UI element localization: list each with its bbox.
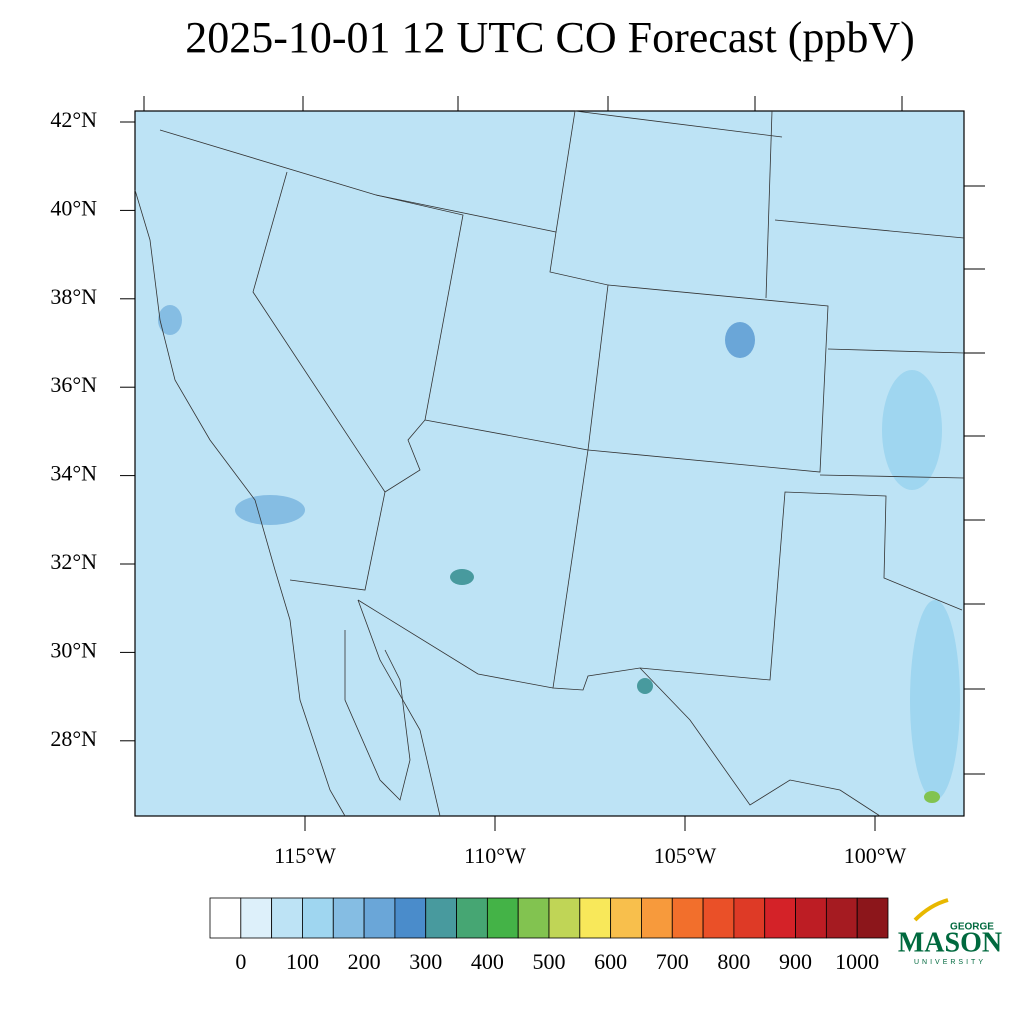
lat-label: 28°N: [50, 726, 97, 751]
colorbar-box: [671, 897, 704, 939]
logo-top: GEORGE: [950, 922, 994, 933]
colorbar-label: 400: [471, 949, 504, 974]
co-region: [924, 791, 940, 803]
colorbar-box: [856, 897, 889, 939]
colorbar-box: [394, 897, 427, 939]
lat-label: 40°N: [50, 195, 97, 220]
co-region: [637, 678, 653, 694]
colorbar-label: 700: [656, 949, 689, 974]
colorbar-box: [456, 897, 488, 939]
colorbar-box: [363, 897, 396, 939]
title: 2025-10-01 12 UTC CO Forecast (ppbV): [185, 13, 915, 62]
colorbar-label: 800: [717, 949, 750, 974]
map-frame: [134, 110, 965, 817]
lat-label: 36°N: [50, 372, 97, 397]
colorbar-label: 500: [533, 949, 566, 974]
lon-label: 100°W: [844, 843, 907, 868]
colorbar-label: 300: [409, 949, 442, 974]
co-region: [725, 322, 755, 358]
colorbar-box: [548, 897, 581, 939]
logo-bottom: UNIVERSITY: [914, 959, 986, 966]
colorbar-box: [240, 897, 273, 939]
colorbar-label: 1000: [835, 949, 879, 974]
lat-label: 38°N: [50, 284, 97, 309]
colorbar-box: [825, 897, 858, 939]
colorbar-box: [209, 897, 242, 939]
lon-label: 110°W: [464, 843, 526, 868]
co-region: [882, 370, 942, 490]
colorbar-box: [764, 897, 796, 939]
lat-label: 42°N: [50, 107, 97, 132]
colorbar-label: 100: [286, 949, 319, 974]
colorbar-box: [425, 897, 457, 939]
co-region: [158, 305, 182, 335]
colorbar-box: [795, 897, 827, 939]
lat-label: 32°N: [50, 549, 97, 574]
colorbar-box: [271, 897, 303, 939]
lat-label: 34°N: [50, 461, 97, 486]
borders: [134, 110, 965, 817]
colorbar-box: [702, 897, 735, 939]
colorbar-label: 600: [594, 949, 627, 974]
colorbar-box: [486, 897, 519, 939]
colorbar-box: [610, 897, 642, 939]
colorbar-label: 900: [779, 949, 812, 974]
lon-label: 105°W: [654, 843, 717, 868]
frame-ticks: [143, 96, 985, 775]
lat-label: 30°N: [50, 637, 97, 662]
colorbar-box: [579, 897, 612, 939]
lon-label: 115°W: [274, 843, 336, 868]
colorbar-box: [641, 897, 673, 939]
logo: GEORGE MASON UNIVERSITY: [898, 898, 1002, 966]
colorbar-box: [302, 897, 334, 939]
co-region: [910, 600, 960, 800]
co-region: [235, 495, 305, 525]
map: [134, 96, 985, 817]
colorbar-label: 200: [348, 949, 381, 974]
colorbar-box: [733, 897, 766, 939]
colorbar-box: [332, 897, 365, 939]
co-region: [450, 569, 474, 585]
logo-main: MASON: [898, 927, 1002, 958]
colorbar-label: 0: [235, 949, 246, 974]
colorbar-box: [517, 897, 550, 939]
